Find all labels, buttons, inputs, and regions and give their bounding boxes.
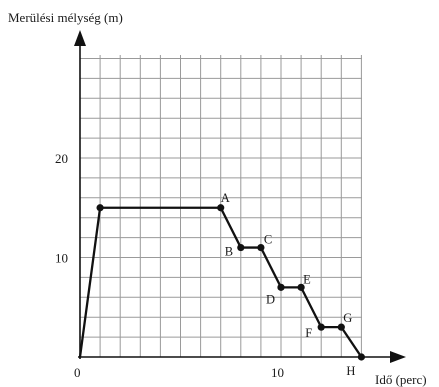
- point-label-h: H: [346, 364, 355, 378]
- point-label-b: B: [225, 245, 233, 259]
- y-axis-arrow: [74, 30, 86, 46]
- series: [78, 206, 363, 358]
- point-label-e: E: [303, 272, 311, 286]
- x-axis-arrow: [390, 351, 406, 363]
- data-point: [317, 323, 325, 331]
- y-axis-label: Merülési mélység (m): [8, 10, 123, 25]
- data-point: [357, 353, 365, 361]
- data-point: [237, 243, 245, 252]
- data-point: [96, 204, 104, 212]
- data-points: A B C D E F G H: [96, 191, 365, 378]
- point-label-c: C: [264, 233, 272, 247]
- point-label-d: D: [266, 292, 275, 306]
- depth-profile-line: [78, 206, 363, 358]
- x-axis-label: Idő (perc): [375, 372, 427, 387]
- grid: [80, 55, 362, 357]
- point-label-g: G: [343, 311, 352, 325]
- data-point: [257, 243, 265, 252]
- axes: [74, 30, 406, 363]
- data-point: [217, 204, 225, 212]
- point-label-a: A: [221, 191, 230, 205]
- data-point: [297, 283, 305, 291]
- data-point: [337, 323, 345, 331]
- origin-tick-label: 0: [74, 365, 81, 380]
- y-tick-label: 10: [55, 251, 68, 266]
- point-label-f: F: [305, 326, 312, 340]
- x-tick-label: 10: [271, 365, 284, 380]
- tick-labels: 10 10 20: [55, 151, 284, 380]
- y-tick-label: 20: [55, 151, 68, 166]
- data-point: [277, 283, 285, 291]
